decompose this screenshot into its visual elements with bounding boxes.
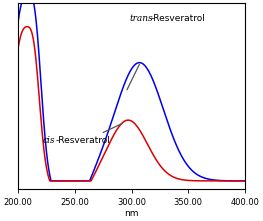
Text: trans: trans [129, 14, 153, 23]
Text: -Resveratrol: -Resveratrol [151, 14, 206, 23]
Text: cis: cis [43, 136, 55, 145]
X-axis label: nm: nm [124, 209, 139, 217]
Text: -Resveratrol: -Resveratrol [55, 136, 110, 145]
